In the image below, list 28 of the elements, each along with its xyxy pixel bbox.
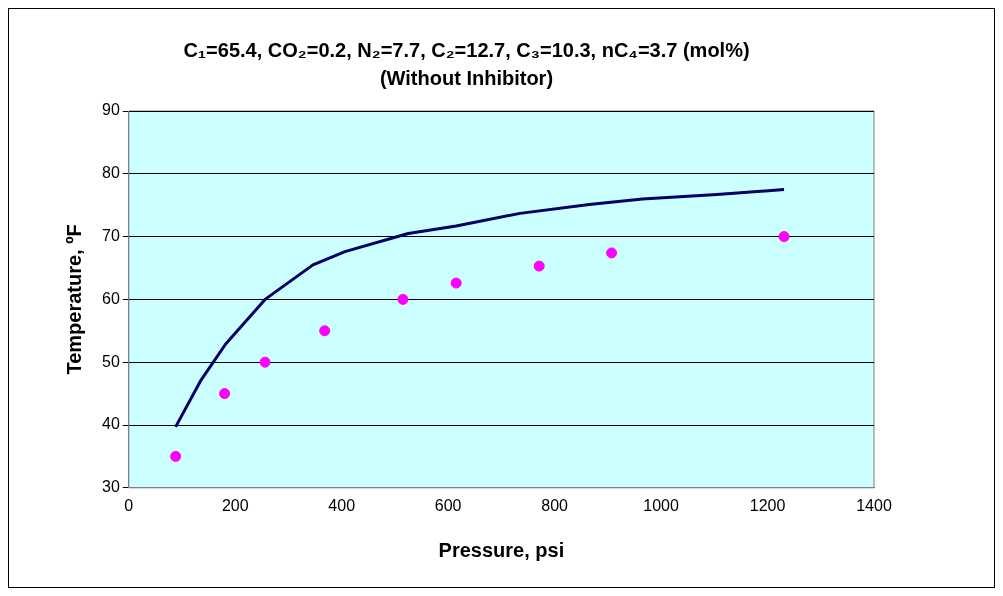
point <box>533 260 545 272</box>
x-tick-label: 400 <box>328 496 356 514</box>
x-tick-label: 200 <box>221 496 249 514</box>
x-tick-label: 1400 <box>856 496 892 514</box>
point <box>397 293 409 305</box>
x-tick-label: 1000 <box>643 496 679 514</box>
point <box>259 356 271 368</box>
y-tick-label: 60 <box>102 289 120 307</box>
y-tick-label: 50 <box>102 352 120 370</box>
point <box>319 325 331 337</box>
point <box>450 277 462 289</box>
y-tick-label: 70 <box>102 227 120 245</box>
y-tick-label: 30 <box>102 478 120 496</box>
point <box>606 247 618 259</box>
y-tick-label: 80 <box>102 164 120 182</box>
point <box>219 388 231 400</box>
point <box>170 450 182 462</box>
point <box>778 231 790 243</box>
y-axis-title: Temperature, ºF <box>62 224 85 375</box>
chart-subtitle: (Without Inhibitor) <box>379 66 554 89</box>
x-tick-label: 600 <box>434 496 462 514</box>
x-axis-title: Pressure, psi <box>438 538 565 561</box>
x-tick-label: 800 <box>541 496 569 514</box>
x-tick-label: 1200 <box>749 496 786 514</box>
x-tick-label: 0 <box>124 496 134 514</box>
y-tick-label: 40 <box>102 415 120 433</box>
y-tick-label: 90 <box>102 101 120 119</box>
chart-title: C₁=65.4, CO₂=0.2, N₂=7.7, C₂=12.7, C₃=10.3, nC₄=3.7 (mol%) <box>183 38 750 61</box>
